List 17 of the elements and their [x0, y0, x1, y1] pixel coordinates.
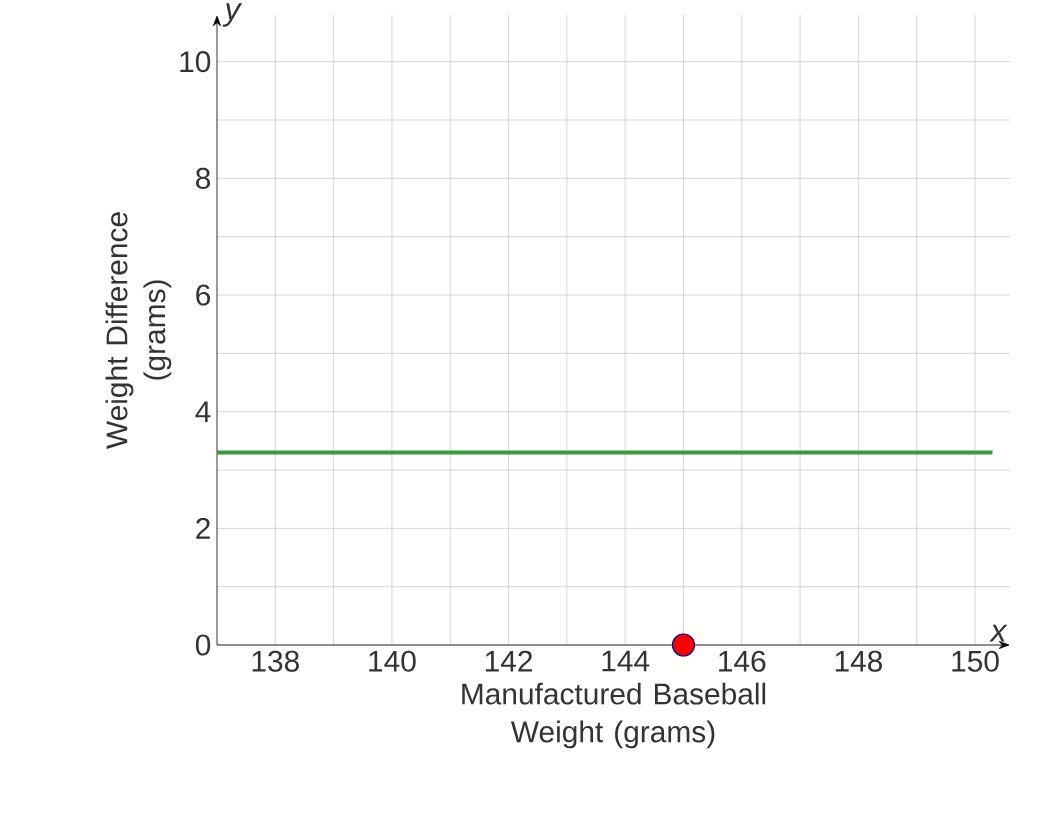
y-tick-label: 0 [195, 634, 211, 656]
y-tick-label: 2 [196, 517, 210, 539]
y-tick-label: 8 [196, 167, 211, 189]
x-tick-label: 146 [719, 650, 766, 672]
annotation: y [222, 3, 243, 27]
annotation: x [989, 624, 1008, 642]
y-tick-label: 4 [195, 401, 211, 422]
x-tick-label: 144 [602, 650, 650, 672]
x-tick-label: 150 [952, 650, 999, 672]
y-tick-label: 6 [196, 284, 211, 306]
x-tick-label: 140 [369, 650, 416, 672]
x-axis-title: Manufactured Baseball Weight (grams) [462, 682, 766, 749]
y-tick-label: 10 [180, 51, 211, 73]
y-axis-title: Weight Difference (grams) [105, 212, 172, 449]
x-tick-label: 138 [252, 650, 299, 672]
x-tick-label: 142 [485, 650, 532, 672]
x-tick-label: 148 [835, 650, 883, 672]
